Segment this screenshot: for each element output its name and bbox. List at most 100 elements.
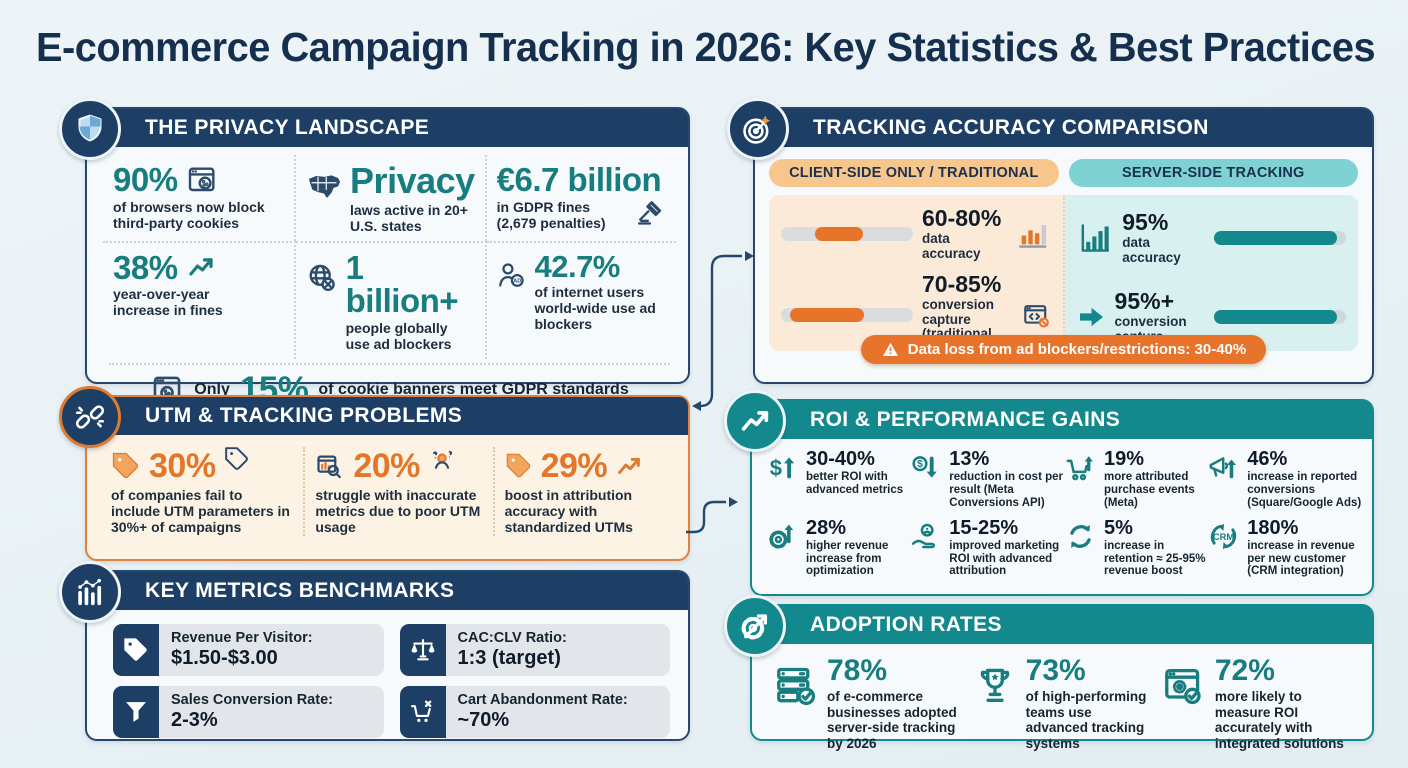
stat-value: 20% [353, 447, 420, 485]
stat-marketing-roi: 15-25% improved marketing ROI with advan… [909, 516, 1064, 579]
key-metrics-title: KEY METRICS BENCHMARKS [145, 579, 455, 602]
stat-desc: more attributed purchase events (Meta) [1104, 471, 1195, 509]
stat-revenue-optimization: 28% higher revenue increase from optimiz… [766, 517, 909, 579]
stat-value: 42.7% [534, 248, 620, 284]
stat-desc: of browsers now block third-party cookie… [113, 198, 265, 231]
stat-gdpr-fines: €6.7 billion in GDPR fines (2,679 penalt… [487, 155, 676, 241]
stat-desc: of internet users world-wide use ad bloc… [534, 284, 656, 333]
metric-cart-abandonment: Cart Abandonment Rate: ~70% [399, 686, 670, 738]
key-metrics-card: KEY METRICS BENCHMARKS Revenue Per Visit… [59, 561, 690, 741]
banner-suffix: of cookie banners meet GDPR standards [318, 380, 629, 398]
stat-value: 46% [1247, 448, 1288, 470]
utm-problems-title: UTM & TRACKING PROBLEMS [145, 404, 463, 427]
stat-missing-utm: 30% of companies fail to include UTM par… [101, 447, 306, 536]
warning-text: Data loss from ad blockers/restrictions:… [907, 341, 1247, 358]
metric-label: Cart Abandonment Rate: [457, 692, 628, 708]
stat-value: 38% [113, 248, 178, 286]
utm-problems-card: UTM & TRACKING PROBLEMS 30% of companies… [59, 386, 690, 561]
stat-value: 95% [1122, 209, 1169, 235]
stat-attribution-boost: 29% boost in attribution accuracy with s… [495, 447, 680, 536]
target-dart-icon [727, 98, 789, 160]
stat-adblock-users: 1 billion+ people globally use ad blocke… [296, 240, 487, 359]
stat-desc: data accuracy [922, 231, 981, 261]
cart-up-icon [1064, 451, 1097, 484]
tag-icon [111, 451, 141, 481]
stat-value: Privacy [350, 160, 475, 201]
stat-value: 1 billion+ [345, 248, 459, 320]
tracking-accuracy-header: TRACKING ACCURACY COMPARISON [727, 98, 1372, 160]
stat-roi-measurement: 72% more likely to measure ROI accuratel… [1156, 656, 1364, 751]
search-chart-icon [315, 451, 345, 481]
gear-up-icon [766, 520, 799, 553]
stat-value: 13% [949, 448, 990, 470]
adoption-rates-title: ADOPTION RATES [810, 613, 1002, 636]
stat-value: 19% [1104, 448, 1145, 470]
metric-label: CAC:CLV Ratio: [457, 630, 567, 646]
client-side-label: CLIENT-SIDE ONLY / TRADITIONAL [769, 159, 1059, 187]
tracking-accuracy-title: TRACKING ACCURACY COMPARISON [813, 116, 1209, 139]
stat-desc: of companies fail to include UTM paramet… [111, 487, 290, 535]
stat-desc: data accuracy [1122, 235, 1181, 265]
gavel-icon [635, 197, 666, 229]
banner-prefix: Only [194, 380, 230, 398]
metric-value: ~70% [457, 709, 510, 731]
adoption-rates-header: ADOPTION RATES [724, 595, 1372, 657]
stat-desc: of e-commerce businesses adopted server-… [827, 689, 957, 751]
server-check-icon [774, 664, 818, 708]
funnel-icon [113, 686, 159, 738]
progress-bar [781, 227, 913, 242]
metric-conversion-rate: Sales Conversion Rate: 2-3% [113, 686, 384, 738]
stat-value: 90% [113, 161, 178, 198]
shield-icon [59, 98, 121, 160]
metric-cac-clv: CAC:CLV Ratio: 1:3 (target) [399, 624, 670, 676]
metric-label: Sales Conversion Rate: [171, 692, 333, 708]
bar-chart-teal-icon [1077, 218, 1114, 258]
stat-value: €6.7 billion [496, 161, 662, 198]
comparison-panels: 60-80% data accuracy 70-85% conversion c… [769, 195, 1358, 351]
stat-desc: improved marketing ROI with advanced att… [949, 539, 1060, 578]
stat-desc: higher revenue increase from optimizatio… [806, 539, 889, 578]
stat-value: 95%+ [1114, 287, 1175, 314]
stat-value: 5% [1104, 516, 1133, 539]
warning-icon [881, 340, 900, 359]
stat-value: 78% [827, 654, 888, 687]
progress-bar [781, 307, 913, 322]
gear-arrow-icon [724, 595, 786, 657]
adoption-rates-card: ADOPTION RATES 78% of e-commerce busines… [724, 595, 1374, 751]
person-ad-icon [497, 259, 527, 293]
trend-up-icon [724, 390, 786, 452]
cart-x-icon [399, 686, 446, 738]
browser-gear-check-icon [1162, 664, 1206, 708]
server-side-panel: 95% data accuracy 95%+ conversion captur… [1064, 195, 1358, 351]
utm-problems-header: UTM & TRACKING PROBLEMS [59, 386, 688, 448]
dollar-down-icon [909, 451, 942, 484]
server-conversion-capture: 95%+ conversion capture [1077, 287, 1346, 345]
stat-desc: boost in attribution accuracy with stand… [504, 487, 633, 535]
stat-cost-reduction: 13% reduction in cost per result (Meta C… [909, 449, 1064, 510]
stat-server-side-adoption: 78% of e-commerce businesses adopted ser… [768, 656, 967, 751]
dollar-up-icon [766, 451, 799, 484]
progress-bar [1214, 310, 1346, 325]
stat-value: 30-40% [806, 448, 875, 470]
stat-browsers-block-cookies: 90% of browsers now block third-party co… [103, 155, 297, 241]
stat-value: 60-80% [922, 205, 1002, 231]
stat-desc: better ROI with advanced metrics [806, 471, 904, 496]
confused-person-icon [428, 447, 456, 475]
browser-cookie-icon [186, 164, 218, 196]
stat-purchase-events: 19% more attributed purchase events (Met… [1064, 449, 1207, 510]
stat-desc: increase in revenue per new customer (CR… [1247, 539, 1355, 578]
stat-desc: reduction in cost per result (Meta Conve… [949, 471, 1064, 509]
trend-up-icon [615, 452, 643, 480]
megaphone-up-icon [1207, 451, 1240, 484]
privacy-landscape-title: THE PRIVACY LANDSCAPE [145, 116, 430, 139]
hand-person-icon [909, 520, 942, 553]
tag-icon [505, 452, 533, 480]
trophy-icon [973, 664, 1017, 708]
privacy-landscape-card: THE PRIVACY LANDSCAPE 90% of browsers no… [59, 98, 690, 407]
stat-value: 15-25% [949, 516, 1019, 539]
privacy-landscape-header: THE PRIVACY LANDSCAPE [59, 98, 688, 160]
chain-link-icon [59, 386, 121, 448]
stat-retention: 5% increase in retention ≈ 25-95% revenu… [1064, 516, 1207, 579]
tracking-accuracy-card: TRACKING ACCURACY COMPARISON CLIENT-SIDE… [727, 98, 1374, 384]
